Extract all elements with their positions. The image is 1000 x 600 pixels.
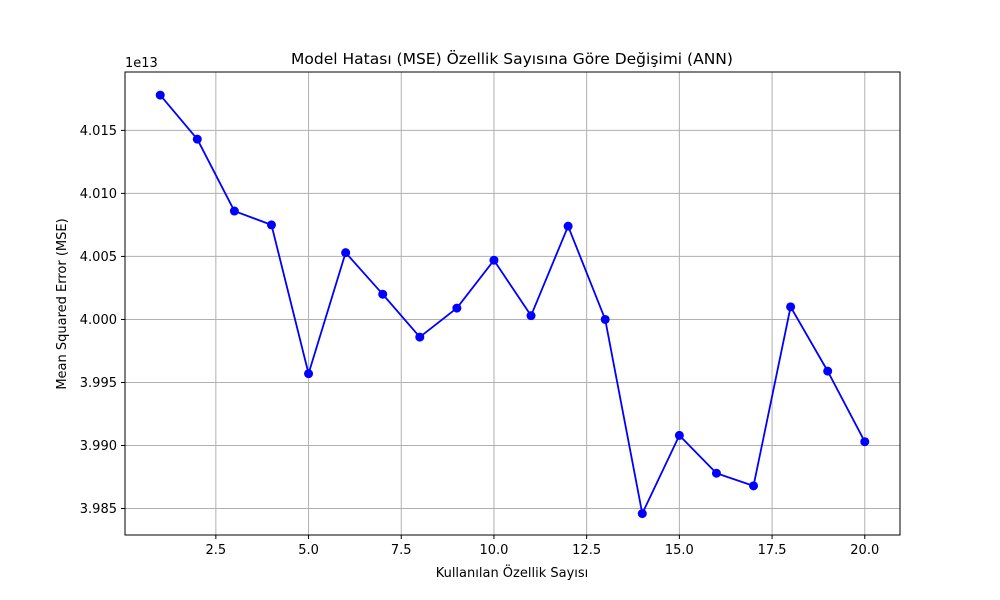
x-tick-label: 17.5 — [758, 543, 787, 558]
plot-area-frame — [124, 71, 901, 536]
y-tick-label: 3.995 — [80, 376, 117, 391]
chart-title: Model Hatası (MSE) Özellik Sayısına Göre… — [291, 49, 733, 68]
y-tick-label: 4.010 — [80, 187, 117, 202]
data-point — [266, 220, 276, 230]
series-layer — [155, 90, 870, 519]
x-axis-label: Kullanılan Özellik Sayısı — [436, 564, 589, 581]
data-point — [489, 255, 499, 265]
y-offset-label: 1e13 — [125, 56, 158, 71]
data-point — [637, 509, 647, 519]
data-point — [563, 221, 573, 231]
x-tick-label: 10.0 — [479, 543, 508, 558]
x-tick-label: 5.0 — [298, 543, 319, 558]
data-point — [155, 90, 165, 100]
data-point — [674, 430, 684, 440]
data-point — [749, 481, 759, 491]
x-tick-label: 2.5 — [206, 543, 227, 558]
y-tick-label: 4.005 — [80, 250, 117, 265]
data-point — [711, 468, 721, 478]
data-point — [786, 302, 796, 312]
x-tick-label: 7.5 — [391, 543, 412, 558]
y-tick-label: 4.015 — [80, 124, 117, 139]
data-point — [860, 437, 870, 447]
x-tick-label: 12.5 — [572, 543, 601, 558]
series-line — [159, 94, 866, 515]
grid-lines — [125, 72, 900, 535]
x-tick-label: 15.0 — [665, 543, 694, 558]
data-point — [341, 248, 351, 258]
data-point — [192, 134, 202, 144]
y-tick-label: 3.990 — [80, 439, 117, 454]
data-point — [823, 366, 833, 376]
y-axis-label: Mean Squared Error (MSE) — [55, 218, 70, 389]
data-point — [229, 206, 239, 216]
y-tick-label: 4.000 — [80, 313, 117, 328]
data-point — [452, 303, 462, 313]
data-point — [304, 369, 314, 379]
x-tick-label: 20.0 — [850, 543, 879, 558]
data-point — [600, 314, 610, 324]
axis-ticks: 2.5 5.0 7.5 10.0 12.5 15.0 17.5 20.0 3.985 3.990 3… — [80, 124, 879, 558]
data-point — [415, 332, 425, 342]
data-point — [378, 289, 388, 299]
y-tick-label: 3.985 — [80, 502, 117, 517]
data-point — [526, 311, 536, 321]
